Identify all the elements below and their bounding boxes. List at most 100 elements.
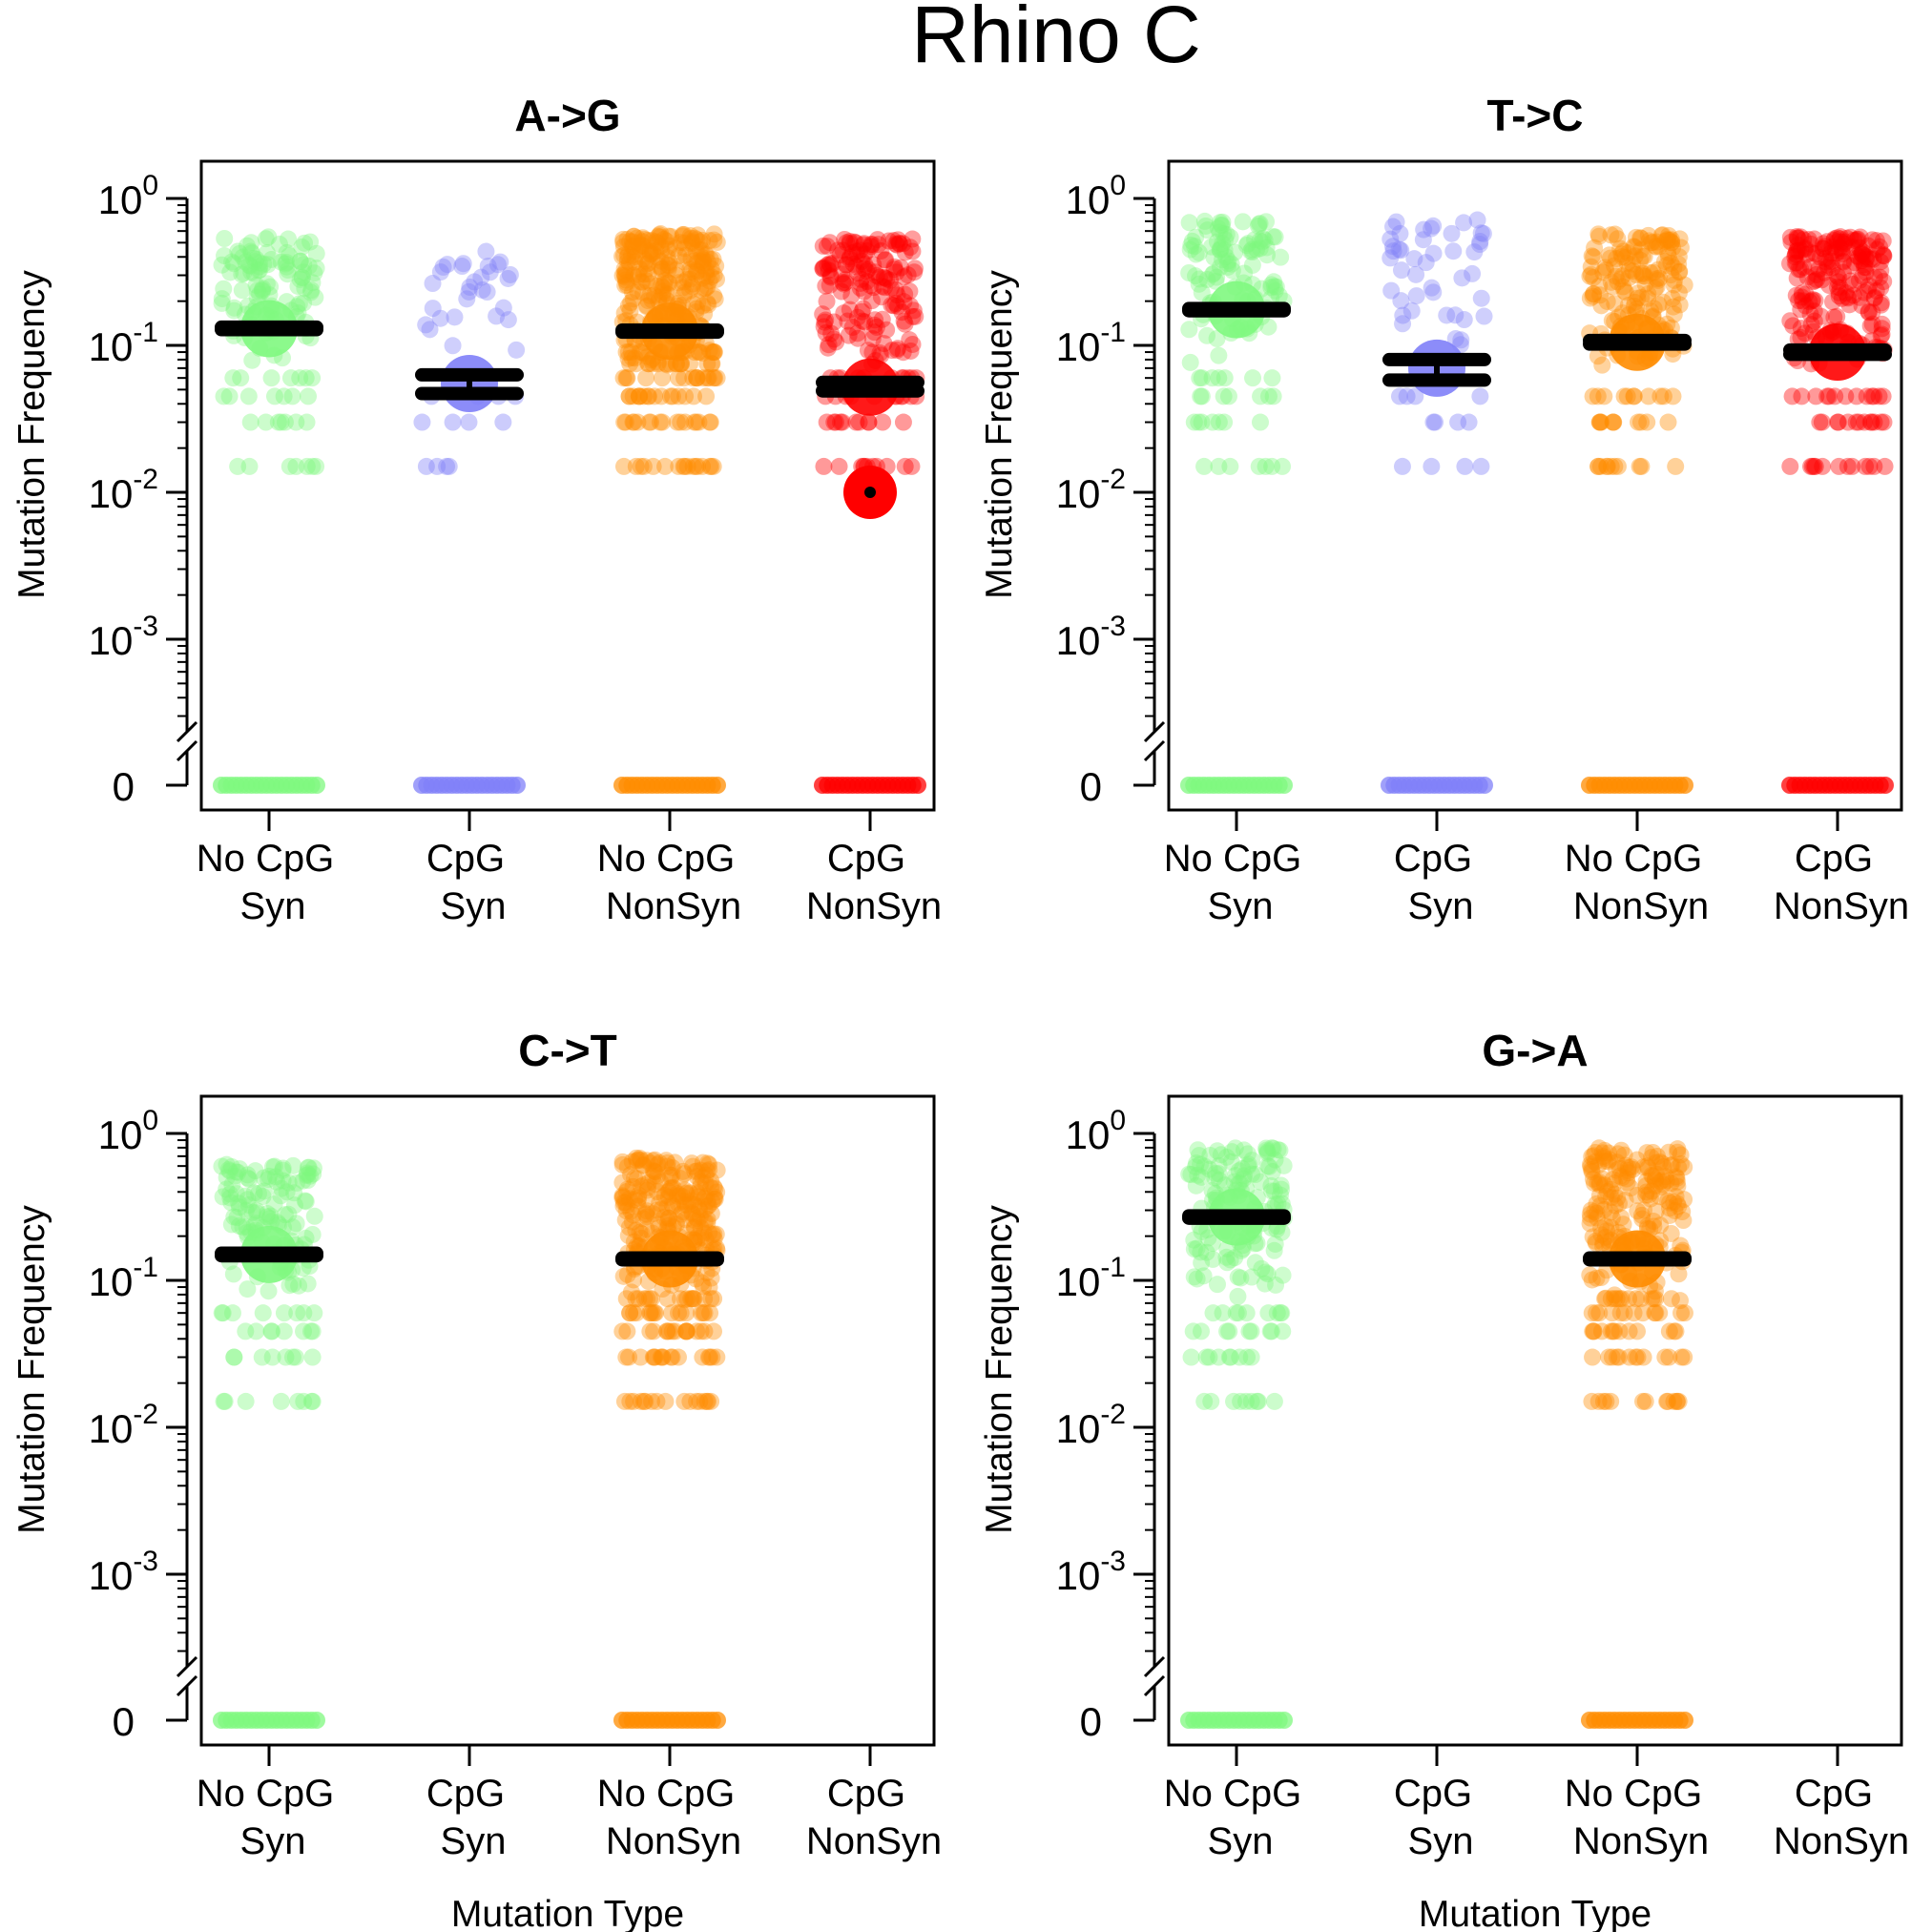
data-point: [625, 1392, 643, 1410]
data-point: [646, 1175, 664, 1194]
data-point: [1664, 298, 1682, 316]
data-point: [653, 252, 671, 270]
data-point: [874, 413, 892, 431]
data-point: [1629, 1348, 1647, 1366]
data-point: [1843, 457, 1861, 475]
data-point: [663, 1322, 681, 1340]
data-point: [1251, 215, 1269, 233]
data-point: [1806, 292, 1824, 310]
data-point: [651, 226, 669, 244]
data-point: [1871, 238, 1889, 256]
data-point: [431, 263, 449, 281]
data-point: [894, 343, 912, 362]
data-point: [265, 387, 283, 405]
data-point: [454, 255, 472, 273]
data-point: [831, 246, 849, 264]
data-point: [1788, 228, 1806, 246]
data-point: [681, 355, 699, 373]
data-point: [700, 1161, 718, 1179]
data-point: [641, 286, 659, 304]
data-point: [1627, 228, 1645, 246]
data-point: [654, 260, 672, 278]
data-point: [1834, 263, 1852, 281]
data-point: [895, 268, 913, 286]
data-point: [691, 241, 709, 260]
data-point: [1671, 230, 1689, 248]
data-point: [1803, 292, 1821, 310]
data-point: [1239, 235, 1257, 253]
data-point: [295, 294, 313, 312]
data-point: [1229, 1268, 1247, 1286]
data-point: [622, 343, 640, 362]
data-point: [1851, 288, 1869, 306]
data-point: [850, 413, 868, 431]
data-point: [886, 280, 904, 299]
data-point: [902, 342, 920, 360]
data-point: [623, 1153, 641, 1171]
data-point: [1381, 249, 1400, 267]
data-point: [1838, 229, 1856, 247]
data-point: [307, 244, 325, 262]
data-point: [893, 303, 911, 322]
data-point: [1811, 248, 1829, 266]
data-point: [906, 307, 924, 325]
data-point: [1202, 1392, 1220, 1410]
data-point: [296, 234, 314, 252]
data-point: [213, 294, 231, 312]
data-point: [1607, 267, 1625, 285]
data-point: [867, 266, 885, 284]
data-point: [237, 1322, 255, 1340]
data-point: [260, 1171, 278, 1189]
y-tick-label: 10-2: [89, 464, 158, 516]
data-point: [901, 282, 919, 301]
data-point: [1660, 226, 1677, 244]
data-point: [1593, 1170, 1611, 1188]
data-point: [704, 457, 722, 475]
y-tick-label: 10-1: [89, 1252, 158, 1304]
data-point: [1605, 413, 1623, 431]
data-point: [290, 295, 308, 313]
data-point: [1635, 247, 1653, 265]
data-point: [837, 256, 855, 274]
data-point: [1585, 248, 1603, 266]
data-point: [696, 1166, 715, 1184]
data-point: [1394, 306, 1412, 324]
data-point: [873, 310, 891, 328]
data-point: [1234, 213, 1252, 231]
data-point: [695, 254, 713, 272]
data-point: [1655, 253, 1673, 271]
data-point: [869, 236, 887, 254]
data-point: [668, 413, 686, 431]
data-point: [618, 1322, 636, 1340]
data-point: [621, 1392, 639, 1410]
y-tick-label: 10-3: [89, 611, 158, 663]
data-point: [658, 356, 676, 374]
panel-title: T->C: [1487, 91, 1584, 140]
data-point: [251, 260, 269, 279]
data-point: [294, 1172, 312, 1190]
data-point: [1875, 273, 1893, 291]
data-point: [222, 1215, 240, 1234]
data-point: [1615, 281, 1633, 300]
data-point: [652, 225, 670, 243]
data-point: [1221, 1348, 1239, 1366]
data-point: [686, 1217, 704, 1236]
data-point: [1607, 1196, 1625, 1215]
data-point: [1874, 232, 1892, 250]
data-point: [847, 413, 865, 431]
data-point: [1264, 228, 1282, 246]
data-point: [700, 272, 718, 290]
data-point: [1449, 413, 1467, 431]
y-tick-label: 100: [1066, 1105, 1126, 1157]
data-point: [672, 355, 690, 373]
data-point: [1193, 369, 1211, 387]
data-point: [239, 1280, 257, 1298]
data-point: [1782, 233, 1800, 251]
data-point: [704, 343, 722, 362]
data-point: [1792, 260, 1810, 279]
data-point: [277, 1348, 295, 1366]
data-point: [649, 355, 667, 373]
data-point: [295, 1392, 313, 1410]
